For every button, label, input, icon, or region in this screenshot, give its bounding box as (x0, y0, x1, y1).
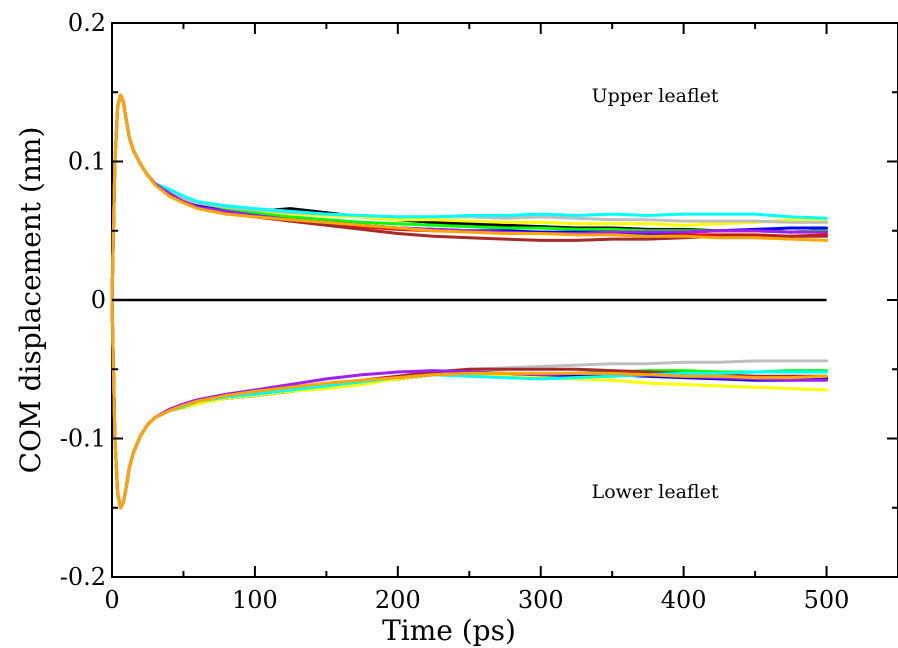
x-axis-title: Time (ps) (382, 614, 516, 647)
x-tick-label: 0 (104, 586, 119, 614)
tick-labels: 0 100 200 300 400 500 -0.2 -0.1 0 0.1 0.2 (60, 9, 850, 614)
series-layer (110, 93, 828, 510)
ticks-layer (111, 22, 898, 578)
y-tick-label: 0.1 (68, 148, 106, 176)
x-tick-label: 500 (804, 586, 850, 614)
y-tick-label: 0 (91, 286, 106, 314)
x-tick-label: 400 (661, 586, 707, 614)
upper-leaflet-annotation: Upper leaflet (592, 85, 719, 107)
x-tick-label: 300 (518, 586, 564, 614)
series-line-lower-10 (110, 298, 828, 510)
x-tick-label: 200 (375, 586, 421, 614)
y-tick-label: 0.2 (68, 9, 106, 37)
y-axis-title: COM displacement (nm) (14, 127, 47, 474)
lower-leaflet-annotation: Lower leaflet (592, 481, 719, 503)
y-tick-label: -0.1 (60, 425, 106, 453)
y-tick-label: -0.2 (60, 563, 106, 591)
x-tick-label: 100 (232, 586, 278, 614)
series-line-upper-10 (110, 93, 828, 302)
